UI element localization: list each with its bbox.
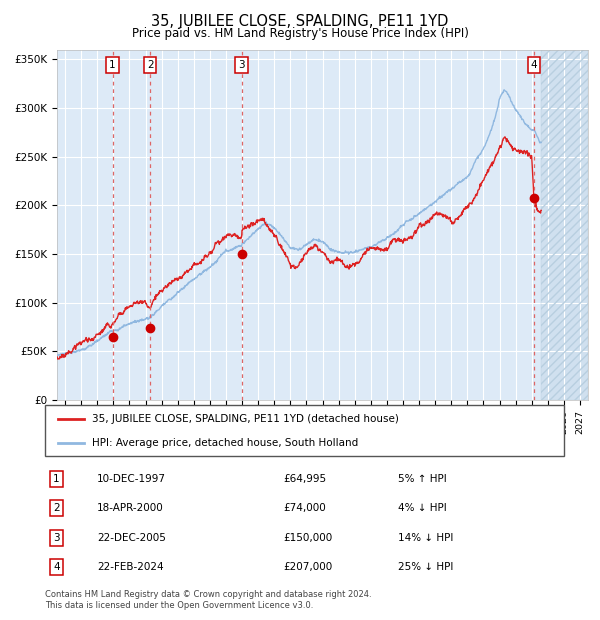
Text: £64,995: £64,995 — [284, 474, 327, 484]
Text: Price paid vs. HM Land Registry's House Price Index (HPI): Price paid vs. HM Land Registry's House … — [131, 27, 469, 40]
Text: £74,000: £74,000 — [284, 503, 326, 513]
Text: 25% ↓ HPI: 25% ↓ HPI — [398, 562, 453, 572]
Text: 22-FEB-2024: 22-FEB-2024 — [97, 562, 164, 572]
Bar — [541, 50, 588, 400]
Text: 1: 1 — [53, 474, 60, 484]
Text: £150,000: £150,000 — [284, 533, 333, 542]
Text: 35, JUBILEE CLOSE, SPALDING, PE11 1YD (detached house): 35, JUBILEE CLOSE, SPALDING, PE11 1YD (d… — [92, 414, 398, 424]
Text: HPI: Average price, detached house, South Holland: HPI: Average price, detached house, Sout… — [92, 438, 358, 448]
Text: 22-DEC-2005: 22-DEC-2005 — [97, 533, 166, 542]
Text: 2: 2 — [147, 60, 154, 70]
Text: 14% ↓ HPI: 14% ↓ HPI — [398, 533, 453, 542]
FancyBboxPatch shape — [45, 405, 564, 456]
Text: Contains HM Land Registry data © Crown copyright and database right 2024.
This d: Contains HM Land Registry data © Crown c… — [45, 590, 371, 609]
Text: 4% ↓ HPI: 4% ↓ HPI — [398, 503, 446, 513]
Bar — [541, 50, 588, 400]
Text: 10-DEC-1997: 10-DEC-1997 — [97, 474, 166, 484]
Text: 3: 3 — [238, 60, 245, 70]
Text: 2: 2 — [53, 503, 60, 513]
Text: 18-APR-2000: 18-APR-2000 — [97, 503, 164, 513]
Text: 4: 4 — [530, 60, 537, 70]
Text: £207,000: £207,000 — [284, 562, 333, 572]
Text: 5% ↑ HPI: 5% ↑ HPI — [398, 474, 446, 484]
Text: 1: 1 — [109, 60, 116, 70]
Text: 35, JUBILEE CLOSE, SPALDING, PE11 1YD: 35, JUBILEE CLOSE, SPALDING, PE11 1YD — [151, 14, 449, 29]
Text: 3: 3 — [53, 533, 60, 542]
Text: 4: 4 — [53, 562, 60, 572]
